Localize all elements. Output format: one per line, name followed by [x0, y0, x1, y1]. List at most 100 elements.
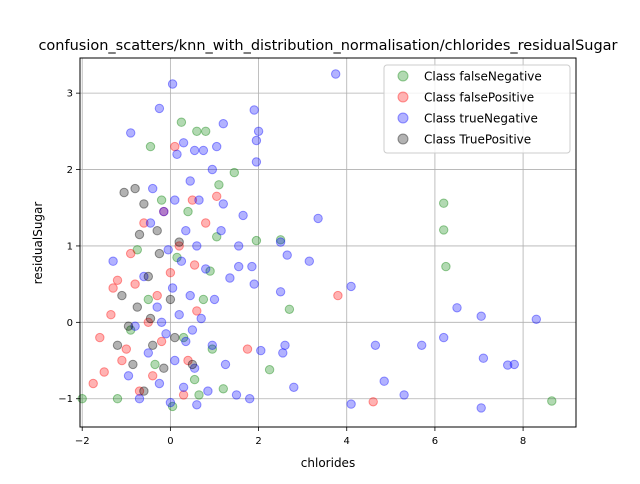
data-point	[176, 256, 187, 266]
data-point	[126, 248, 136, 259]
data-point	[189, 363, 200, 373]
data-point	[161, 329, 171, 339]
data-point	[88, 378, 98, 389]
data-point	[503, 360, 513, 370]
data-point	[143, 348, 154, 358]
legend-label: Class falsePositive	[424, 91, 534, 105]
data-point	[194, 195, 204, 205]
data-point	[117, 290, 127, 301]
data-point	[132, 302, 143, 312]
data-point	[145, 141, 156, 152]
legend-marker	[397, 133, 409, 145]
legend-marker	[397, 91, 409, 103]
data-point	[212, 191, 222, 202]
data-point	[134, 229, 145, 240]
data-point	[238, 210, 248, 221]
data-point	[203, 386, 213, 396]
data-point	[207, 340, 218, 350]
data-point	[167, 79, 178, 89]
data-point	[218, 384, 229, 394]
data-point	[143, 294, 154, 305]
data-points	[77, 69, 557, 413]
data-point	[275, 237, 286, 247]
data-point	[249, 279, 259, 289]
data-point	[134, 386, 145, 396]
data-point	[130, 321, 140, 331]
data-point	[174, 237, 184, 247]
data-point	[139, 218, 149, 228]
data-point	[209, 294, 220, 305]
data-point	[346, 399, 356, 409]
x-tick-label: 6	[432, 436, 438, 447]
data-point	[196, 313, 206, 324]
data-point	[275, 287, 286, 297]
data-point	[126, 325, 136, 335]
data-point	[189, 260, 200, 270]
data-point	[181, 336, 191, 347]
data-point	[192, 241, 202, 251]
data-point	[212, 141, 222, 152]
data-point	[156, 195, 167, 205]
data-point	[112, 275, 123, 285]
x-tick-label: 2	[255, 436, 261, 447]
data-point	[346, 281, 356, 292]
series-class-truenegative	[108, 69, 541, 413]
data-point	[417, 340, 427, 350]
x-tick-label: 4	[344, 436, 350, 447]
data-point	[251, 157, 262, 167]
data-point	[234, 241, 244, 251]
data-point	[192, 126, 202, 137]
legend-item-class-falsepositive: Class falsePositive	[397, 91, 534, 105]
data-point	[170, 355, 180, 366]
data-point	[170, 332, 180, 343]
data-point	[117, 355, 127, 366]
legend-label: Class TruePositive	[424, 133, 531, 147]
y-tick-label: −1	[58, 394, 73, 405]
data-point	[439, 225, 449, 235]
data-point	[220, 359, 231, 370]
x-axis-label: chlorides	[301, 456, 355, 470]
data-point	[229, 167, 240, 178]
data-point	[154, 248, 165, 259]
data-point	[234, 261, 244, 272]
data-point	[143, 271, 154, 282]
legend-item-class-truenegative: Class trueNegative	[397, 112, 538, 126]
x-tick-label: −2	[75, 436, 90, 447]
data-point	[187, 325, 198, 335]
x-tick-label: 0	[167, 436, 173, 447]
data-point	[106, 310, 116, 320]
data-point	[156, 317, 167, 327]
data-point	[251, 235, 262, 246]
data-point	[370, 340, 381, 350]
axis-ticks: −2 0 2 4 6 8 −1 0 1 2 3	[58, 89, 526, 447]
data-point	[128, 359, 138, 370]
data-point	[130, 279, 140, 289]
data-point	[183, 206, 193, 217]
data-point	[159, 363, 169, 373]
data-point	[99, 367, 109, 377]
data-point	[249, 105, 259, 115]
data-point	[187, 195, 198, 205]
data-point	[130, 183, 140, 194]
data-point	[139, 271, 149, 282]
data-point	[167, 401, 178, 412]
data-point	[165, 397, 176, 408]
data-point	[278, 348, 288, 358]
data-point	[478, 353, 489, 363]
legend-item-class-falsenegative: Class falseNegative	[397, 70, 542, 84]
legend-label: Class falseNegative	[424, 70, 542, 84]
data-point	[176, 117, 187, 127]
data-point	[148, 183, 158, 194]
data-point	[304, 256, 314, 266]
data-point	[212, 232, 222, 242]
data-point	[123, 371, 134, 381]
data-point	[172, 149, 182, 160]
data-point	[185, 290, 195, 301]
data-point	[123, 321, 134, 331]
data-point	[112, 340, 123, 350]
data-point	[108, 283, 118, 293]
legend-box	[383, 64, 571, 154]
data-point	[134, 394, 145, 404]
